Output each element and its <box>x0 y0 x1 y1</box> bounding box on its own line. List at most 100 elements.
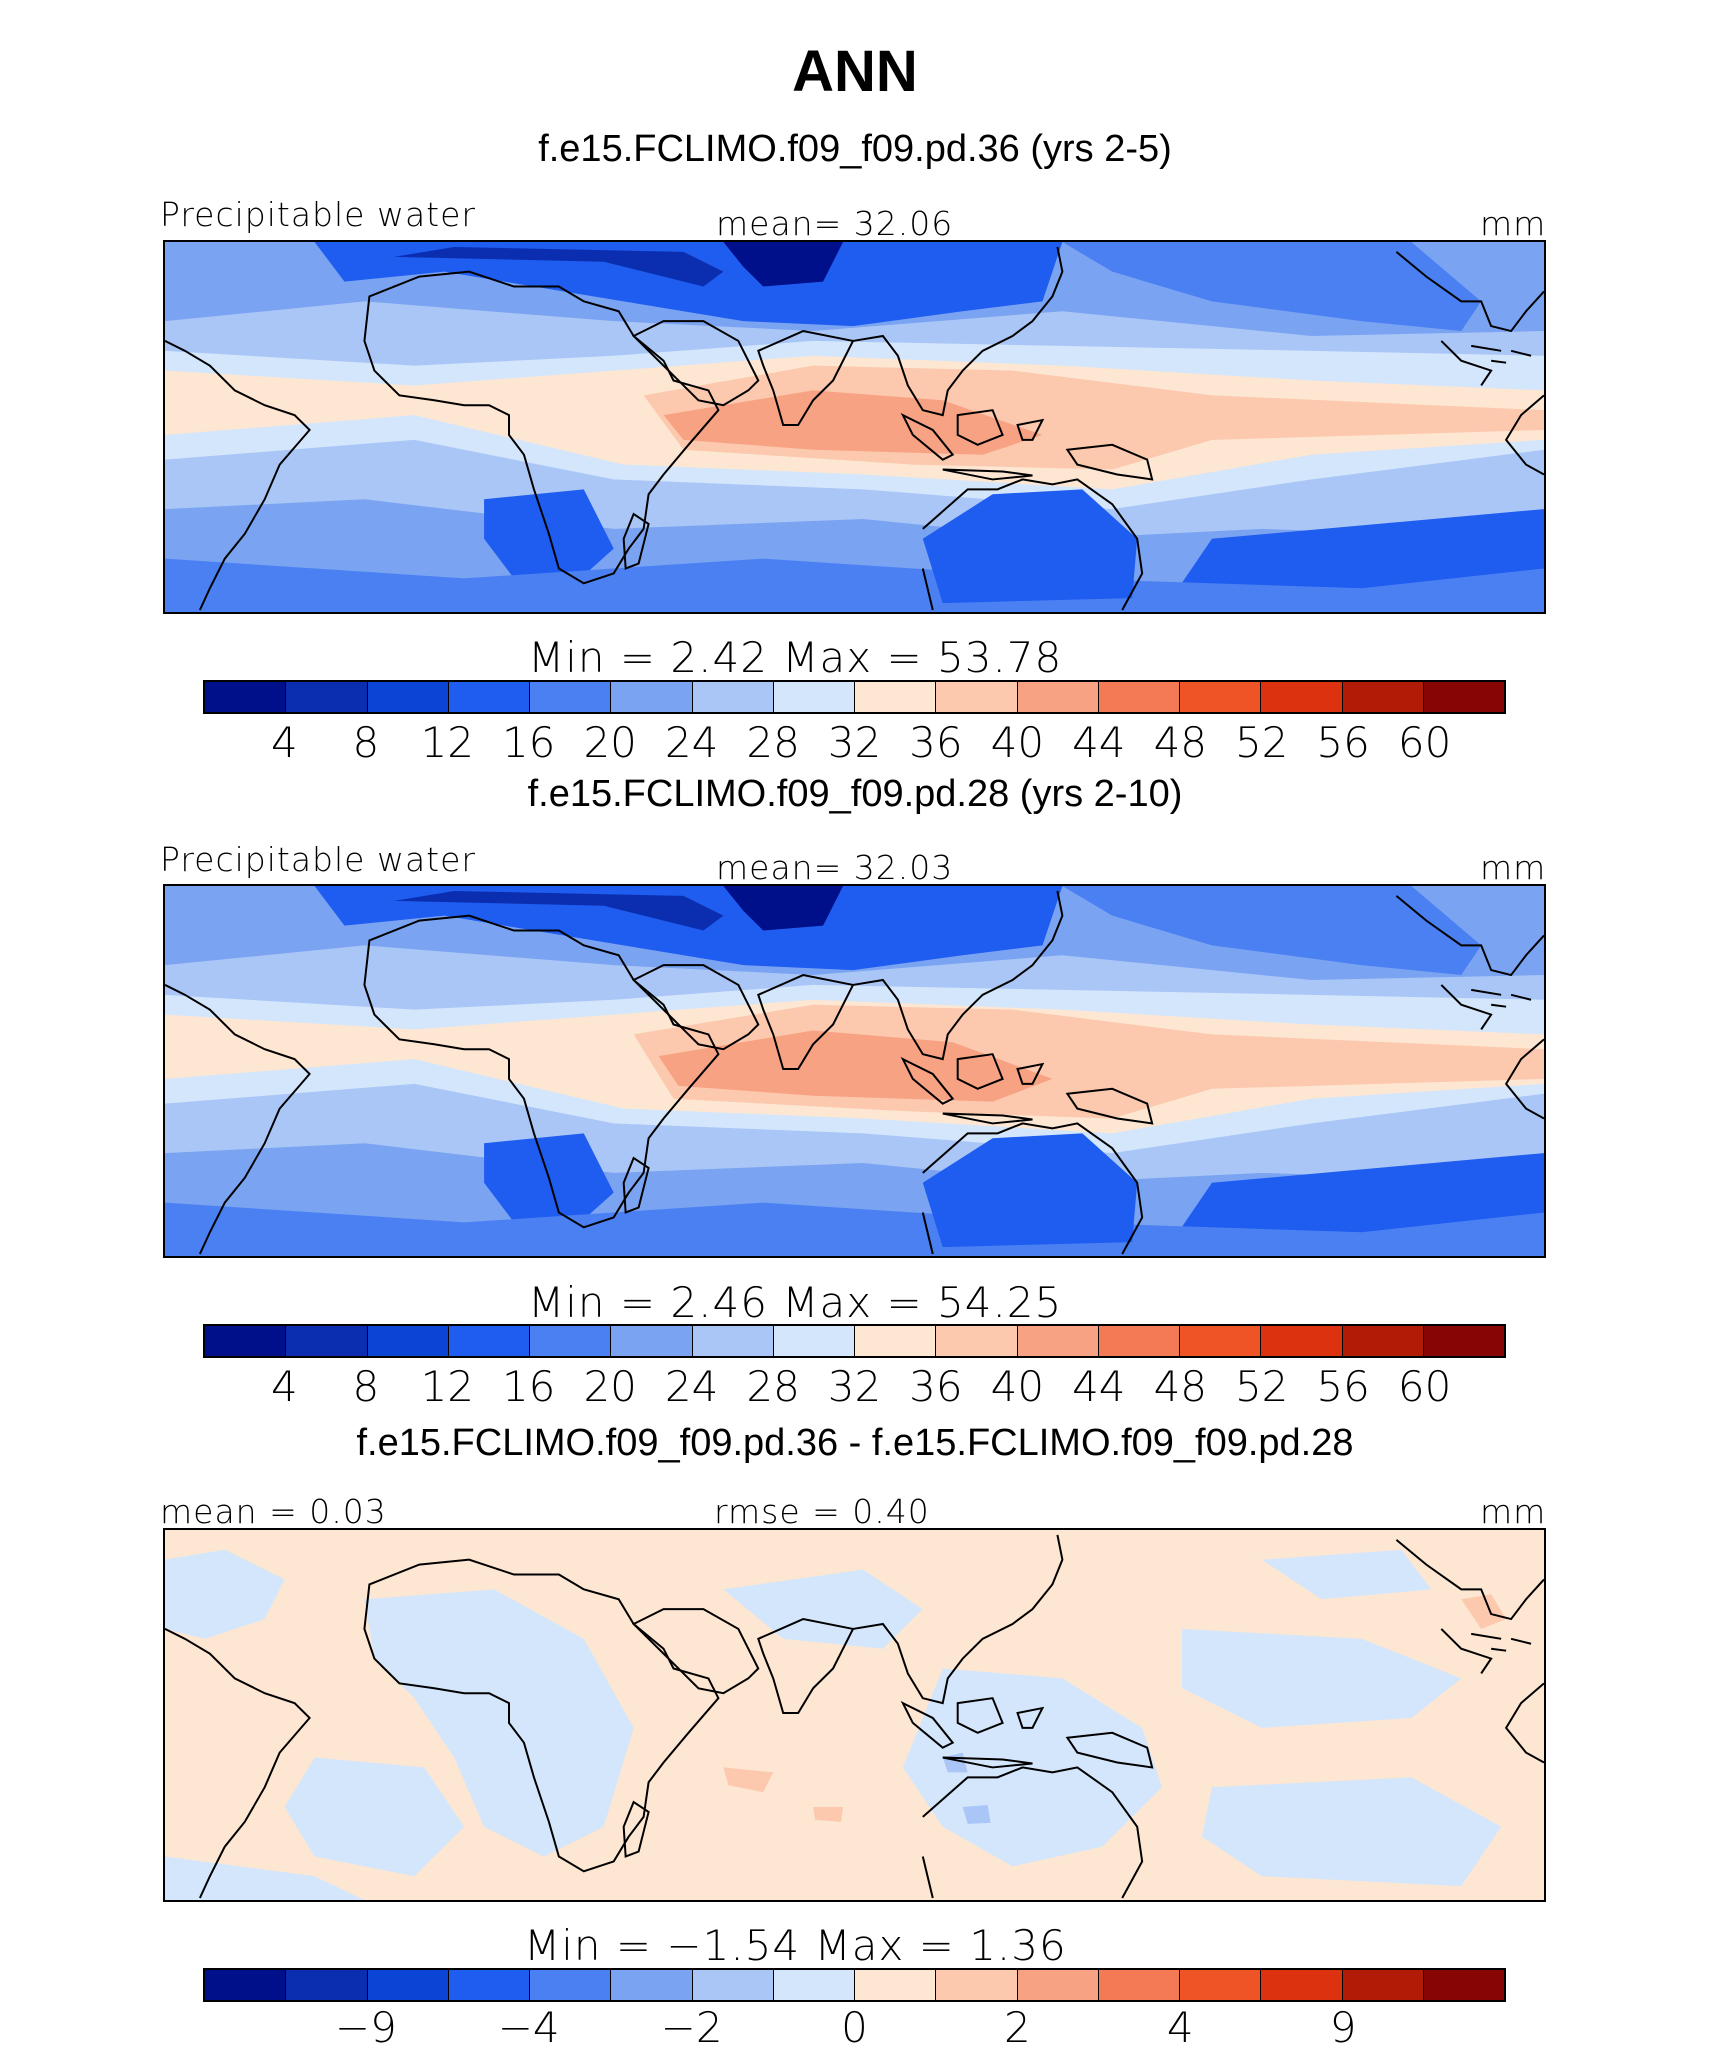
panel-1-contour-australia <box>922 489 1138 604</box>
panel-3-swatch <box>205 1970 287 2000</box>
panel-3-contour-neg-9 <box>1261 1549 1432 1600</box>
panel-2-contour-australia <box>922 1133 1138 1248</box>
panel-1-contour-southern-africa <box>484 489 614 594</box>
panel-3-tick-label: −2 <box>660 2003 723 2052</box>
panel-1-contour-warm-pool-core <box>663 390 1043 455</box>
panel-2-contour-tibet <box>723 886 844 931</box>
panel-1-swatch <box>1180 682 1262 712</box>
panel-3-contour-neg-7 <box>1201 1777 1502 1887</box>
panel-2-swatch <box>936 1326 1018 1356</box>
panel-1-contour-south-ocean <box>165 558 1544 612</box>
panel-1-swatch <box>1017 682 1099 712</box>
panel-3-contour-neg-2 <box>364 1589 634 1857</box>
panel-3-swatch <box>286 1970 368 2000</box>
panel-1-tick-label: 60 <box>1397 718 1452 767</box>
panel-1-minmax: Min = 2.42 Max = 53.78 <box>528 633 1063 682</box>
panel-2-swatch <box>448 1326 530 1356</box>
panel-1-swatch <box>448 682 530 712</box>
panel-1-tick-label: 36 <box>909 718 963 767</box>
panel-1-swatch <box>1261 682 1343 712</box>
panel-1-contour-sahara <box>394 246 724 287</box>
panel-3-colorbar <box>203 1968 1506 2002</box>
panel-2-swatch <box>286 1326 368 1356</box>
panel-2-tick-label: 60 <box>1397 1362 1452 1411</box>
panel-3-contour-neg-1 <box>165 1549 285 1639</box>
panel-2-contour-north-dry <box>314 886 1063 971</box>
panel-1-swatch <box>1423 682 1504 712</box>
panel-3-mean-label: mean = 0.03 <box>160 1492 387 1531</box>
panel-3-swatch <box>936 1970 1018 2000</box>
panel-2-swatch <box>1342 1326 1424 1356</box>
panel-1-tick-label: 44 <box>1072 718 1126 767</box>
panel-2-contour-north-pacific <box>1062 886 1482 976</box>
panel-1-swatch <box>855 682 937 712</box>
panel-3-swatch <box>530 1970 612 2000</box>
panel-3-swatch <box>448 1970 530 2000</box>
panel-3-swatch <box>1423 1970 1504 2000</box>
panel-3-swatch <box>1017 1970 1099 2000</box>
panel-2-swatch <box>530 1326 612 1356</box>
panel-2-swatch <box>855 1326 937 1356</box>
panel-3-swatch <box>692 1970 774 2000</box>
panel-3-swatch <box>773 1970 855 2000</box>
panel-2-map <box>163 884 1546 1258</box>
panel-2-tick-label: 32 <box>827 1362 882 1411</box>
panel-3-tick-label: 4 <box>1166 2003 1194 2052</box>
panel-2-swatch <box>692 1326 774 1356</box>
panel-3-swatch <box>611 1970 693 2000</box>
panel-2-tick-label: 44 <box>1072 1362 1126 1411</box>
panel-2-swatch <box>367 1326 449 1356</box>
panel-1-tick-label: 4 <box>271 718 298 767</box>
panel-2-tick-label: 28 <box>746 1362 800 1411</box>
panel-2-subtitle: f.e15.FCLIMO.f09_f09.pd.28 (yrs 2-10) <box>527 773 1183 815</box>
panel-1-colorbar <box>203 680 1506 714</box>
panel-1-units-label: mm <box>1480 204 1547 243</box>
panel-3-contour-neg-strong-2 <box>962 1805 991 1824</box>
panel-1-contour-north-pacific <box>1062 242 1482 332</box>
panel-1-subtitle: f.e15.FCLIMO.f09_f09.pd.36 (yrs 2-5) <box>538 128 1172 170</box>
panel-1-contour-tibet <box>723 242 844 287</box>
panel-2-swatch <box>205 1326 287 1356</box>
panel-1-tick-label: 52 <box>1234 718 1289 767</box>
panel-2-tick-label: 40 <box>990 1362 1045 1411</box>
panel-2-ticks: 4 8 12 16 20 24 28 32 36 40 44 48 52 56 … <box>0 1362 1710 1412</box>
panel-3-swatch <box>1098 1970 1180 2000</box>
panel-3-contour-pos-1 <box>1461 1594 1507 1629</box>
panel-2-tick-label: 16 <box>501 1362 556 1411</box>
panel-2-contour-warm-pool-core <box>658 1030 1053 1102</box>
panel-3-swatch <box>855 1970 937 2000</box>
panel-2-units-label: mm <box>1480 848 1547 887</box>
panel-3-swatch <box>367 1970 449 2000</box>
panel-2-swatch <box>1423 1326 1504 1356</box>
panel-3-map <box>163 1528 1546 1902</box>
panel-1-tick-label: 16 <box>501 718 556 767</box>
panel-2-tick-label: 36 <box>909 1362 963 1411</box>
panel-3-tick-label: 2 <box>1004 2003 1031 2052</box>
panel-2-swatch <box>611 1326 693 1356</box>
figure-title: ANN <box>792 39 918 104</box>
panel-3-tick-label: 0 <box>841 2003 868 2052</box>
panel-3-contour-pos-2 <box>723 1767 774 1793</box>
panel-1-swatch <box>1098 682 1180 712</box>
panel-1-swatch <box>936 682 1018 712</box>
panel-1-tick-label: 40 <box>990 718 1045 767</box>
panel-1-mean-label: mean= 32.06 <box>716 204 954 243</box>
panel-2-tick-label: 8 <box>352 1362 380 1411</box>
panel-3-contour-neg-4 <box>723 1569 923 1649</box>
panel-3-tick-label: −4 <box>497 2003 560 2052</box>
panel-2-swatch <box>1261 1326 1343 1356</box>
panel-1-tick-label: 32 <box>827 718 882 767</box>
panel-3-contour-pos-3 <box>813 1807 844 1822</box>
panel-2-minmax: Min = 2.46 Max = 54.25 <box>528 1278 1063 1327</box>
panel-3-minmax: Min = −1.54 Max = 1.36 <box>524 1921 1067 1970</box>
panel-2-variable-label: Precipitable water <box>160 840 476 879</box>
panel-1-swatch <box>367 682 449 712</box>
panel-3-ticks: −9 −4 −2 0 2 4 9 <box>0 2003 1710 2052</box>
panel-2-colorbar <box>203 1324 1506 1358</box>
panel-1-tick-label: 28 <box>746 718 800 767</box>
panel-1-tick-label: 20 <box>583 718 637 767</box>
panel-2-contour-south-ocean <box>165 1202 1544 1256</box>
panel-1-tick-label: 56 <box>1316 718 1370 767</box>
panel-1-tick-label: 12 <box>420 718 475 767</box>
panel-2-tick-label: 56 <box>1316 1362 1370 1411</box>
